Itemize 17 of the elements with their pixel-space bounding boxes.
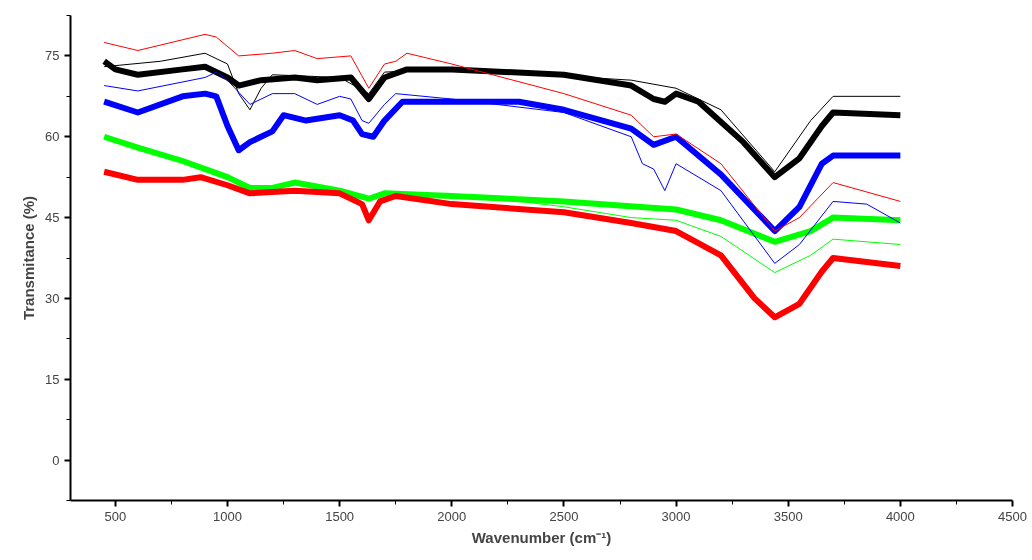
x-tick-label: 3000 bbox=[661, 508, 691, 524]
y-axis-title: Transmitance (%) bbox=[20, 195, 38, 321]
x-tick-label: 2000 bbox=[437, 508, 467, 524]
x-axis-title: Wavenumber (cm⁻¹) bbox=[471, 528, 612, 546]
y-tick-label: 60 bbox=[45, 129, 60, 145]
x-tick-label: 3500 bbox=[773, 508, 803, 524]
x-tick-label: 1000 bbox=[213, 508, 242, 524]
y-tick-label: 45 bbox=[45, 210, 60, 226]
x-tick-label: 2500 bbox=[549, 508, 579, 524]
y-tick-label: 30 bbox=[45, 290, 60, 306]
x-tick-label: 1500 bbox=[325, 508, 355, 524]
x-tick-label: 500 bbox=[104, 508, 127, 524]
x-tick-label: 4500 bbox=[998, 508, 1027, 524]
y-tick-label: 15 bbox=[45, 371, 60, 387]
y-tick-label: 75 bbox=[45, 48, 60, 64]
y-tick-label: 0 bbox=[52, 452, 60, 468]
x-tick-label: 4000 bbox=[885, 508, 915, 524]
